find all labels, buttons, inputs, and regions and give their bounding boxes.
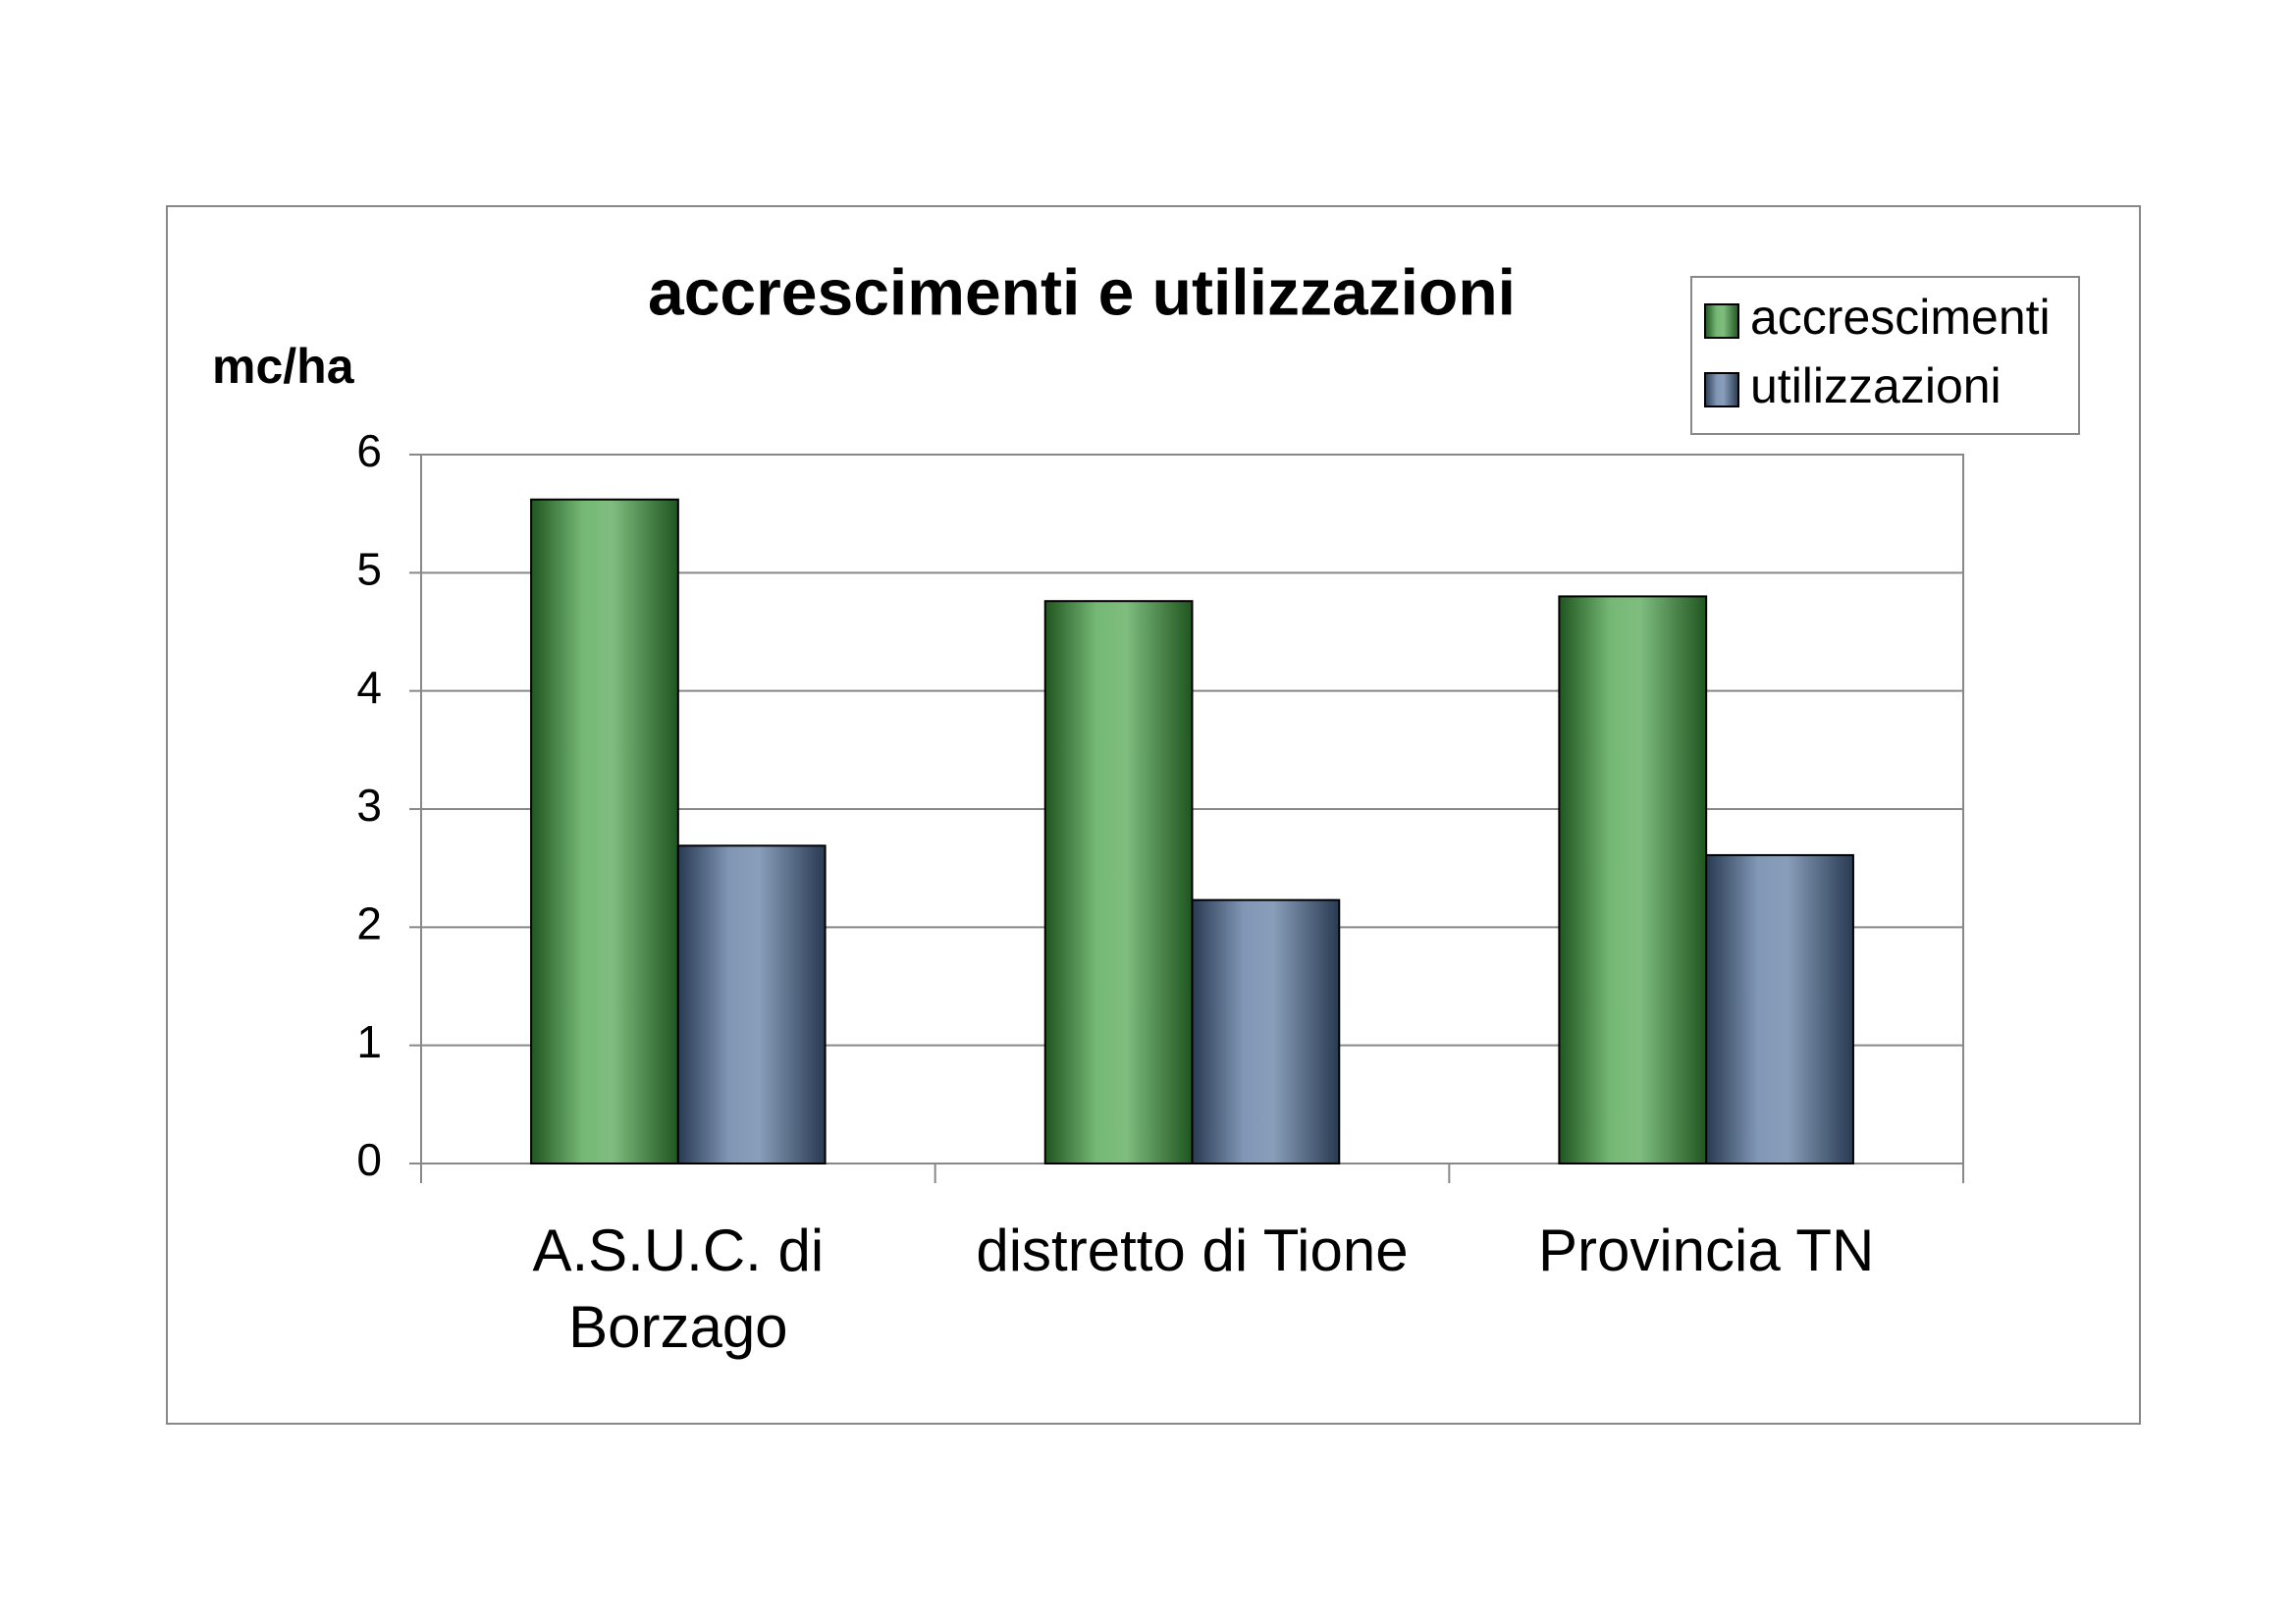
x-tick-label: Provincia TN xyxy=(1537,1218,1875,1283)
y-tick-label: 4 xyxy=(356,662,382,713)
x-tick-label-box: A.S.U.C. di Borzago xyxy=(532,1218,825,1360)
bar xyxy=(1705,853,1854,1164)
bar xyxy=(676,844,827,1164)
x-tick-label: distretto di Tione xyxy=(976,1218,1409,1283)
legend-label: utilizzazioni xyxy=(1750,358,2002,413)
legend-box xyxy=(1690,276,2080,435)
legend-label: accrescimenti xyxy=(1750,290,2051,345)
y-tick-label: 0 xyxy=(356,1134,382,1185)
x-tick-label-box: distretto di Tione xyxy=(976,1218,1409,1283)
bar xyxy=(530,498,679,1164)
y-tick-label: 6 xyxy=(356,425,382,476)
bar xyxy=(1043,600,1194,1164)
x-tick-label-box: Provincia TN xyxy=(1537,1218,1875,1283)
bar xyxy=(1558,595,1708,1164)
y-axis-label: mc/ha xyxy=(212,339,355,394)
y-tick-label: 5 xyxy=(356,543,382,594)
y-tick-label: 1 xyxy=(356,1016,382,1067)
x-tick-label: A.S.U.C. di Borzago xyxy=(532,1218,825,1360)
legend-swatch xyxy=(1704,303,1739,339)
chart-title: accrescimenti e utilizzazioni xyxy=(648,255,1516,328)
y-tick-label: 2 xyxy=(356,897,382,948)
legend-swatch xyxy=(1704,372,1739,407)
y-tick-label: 3 xyxy=(356,780,382,831)
bar xyxy=(1191,898,1341,1164)
